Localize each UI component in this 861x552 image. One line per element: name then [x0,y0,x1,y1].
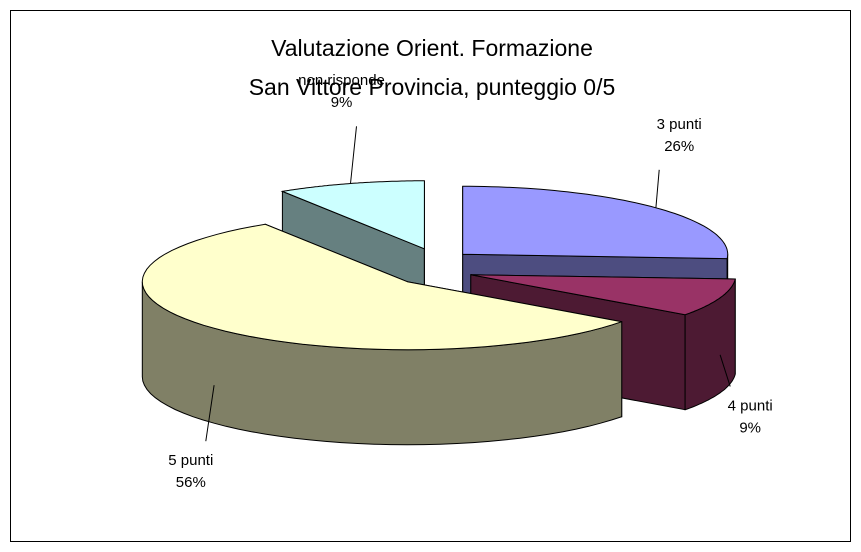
leader-line [205,385,215,442]
data-label: 9% [331,94,353,111]
data-label: 26% [664,138,694,155]
slice [470,274,736,316]
data-label: 4 punti [728,397,773,414]
slice [141,223,622,351]
leader-line [719,354,731,387]
leader-line [655,169,660,208]
chart-title: San Vittore Provincia, punteggio 0/5 [249,74,616,100]
chart-title: Valutazione Orient. Formazione [271,35,593,61]
leader-line [350,126,357,184]
data-label: non risponde [298,72,385,89]
data-label: 5 punti [168,452,213,469]
data-label: 56% [176,474,206,491]
data-label: 9% [739,419,761,436]
data-label: 3 punti [657,116,702,133]
